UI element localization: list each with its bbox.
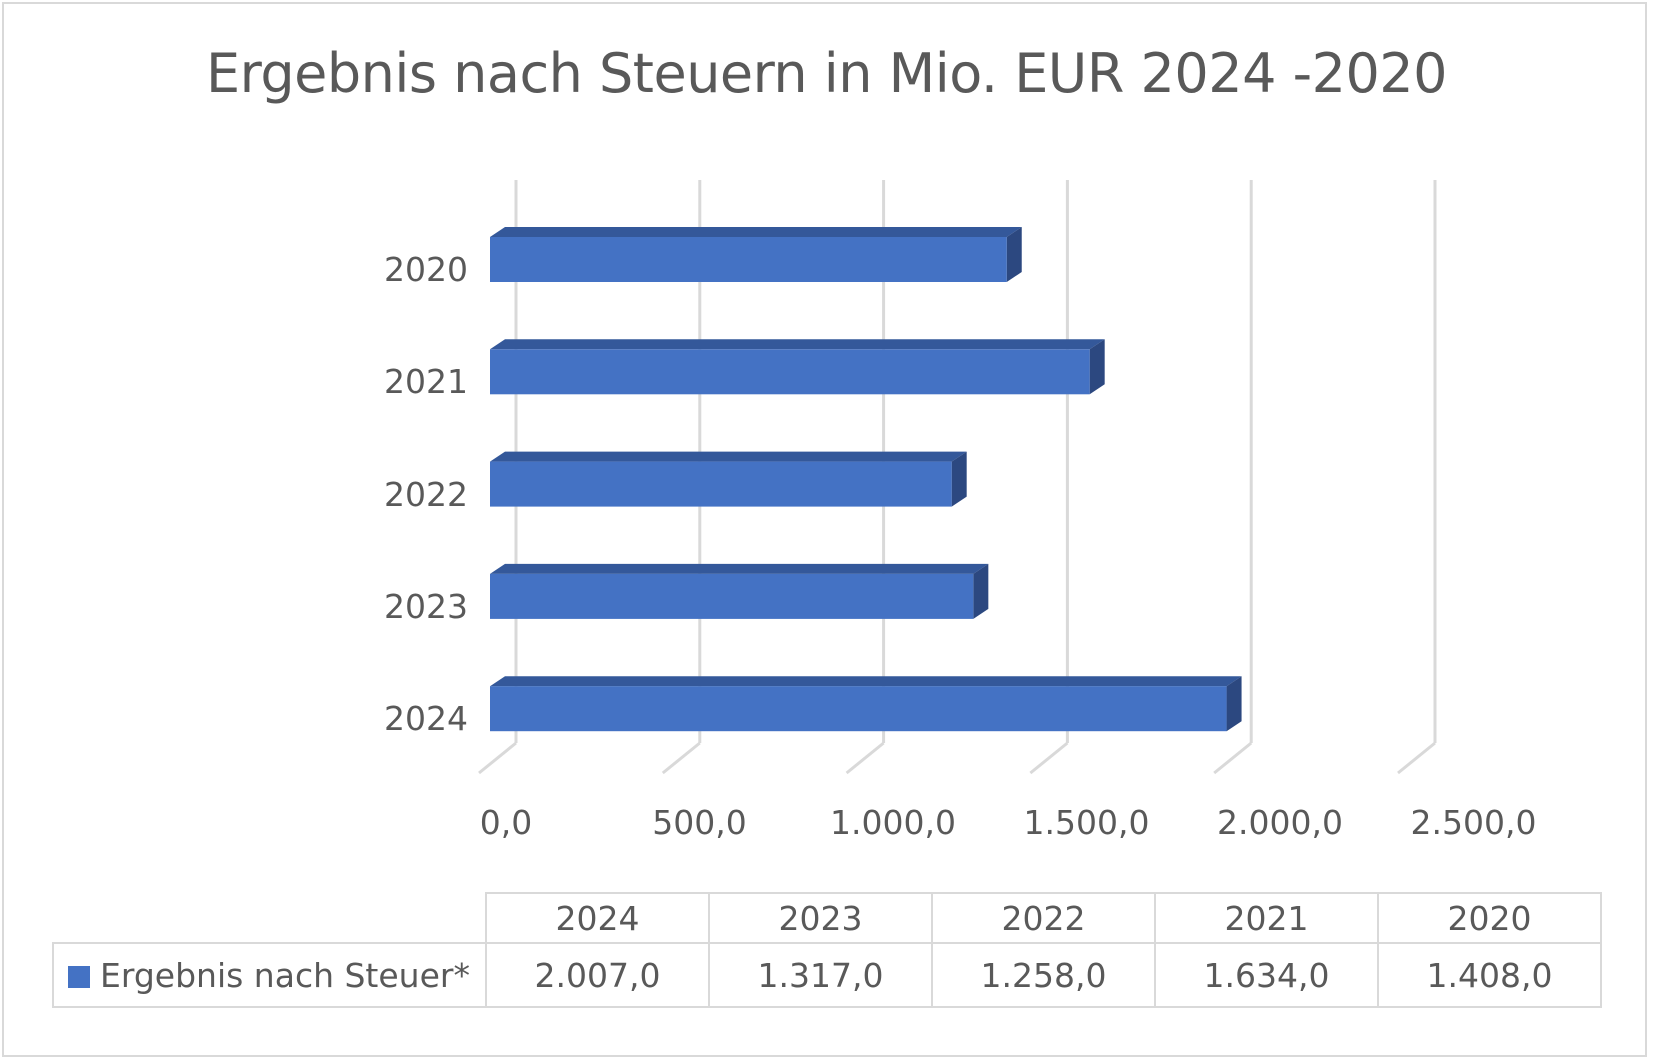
- y-axis-label: 2021: [384, 362, 468, 402]
- x-axis-tick-label: 2.500,0: [1410, 803, 1537, 842]
- series-label: Ergebnis nach Steuer*: [100, 955, 470, 995]
- bar-2024: [490, 686, 1227, 732]
- data-table-header: 2021: [1154, 892, 1379, 944]
- series-label-cell: Ergebnis nach Steuer*: [52, 942, 487, 1008]
- data-table-cell: 1.408,0: [1377, 942, 1602, 1008]
- bar-side-face: [973, 563, 989, 619]
- data-table-cell: 1.258,0: [931, 942, 1156, 1008]
- y-axis-label: 2023: [384, 586, 468, 626]
- y-axis-label: 2022: [384, 474, 468, 514]
- bar-side-face: [1226, 676, 1242, 732]
- data-table-row: Ergebnis nach Steuer* 2.007,0 1.317,0 1.…: [52, 942, 1602, 1008]
- y-axis-label: 2020: [384, 250, 468, 289]
- y-axis-label: 2024: [384, 699, 468, 739]
- x-axis-tick-label: 500,0: [652, 803, 747, 842]
- x-axis-tick-label: 1.000,0: [830, 803, 956, 842]
- bar-2022: [490, 461, 952, 507]
- bar-2020: [490, 237, 1007, 282]
- bar-top-face: [490, 563, 989, 574]
- bar-2023: [490, 573, 974, 619]
- x-axis-tick-label: 2.000,0: [1217, 803, 1343, 842]
- bar-side-face: [951, 451, 967, 507]
- x-axis-tick-label: 0,0: [479, 803, 533, 842]
- data-table-cell: 1.634,0: [1154, 942, 1379, 1008]
- floor-gridline: [845, 741, 885, 775]
- bar-top-face: [490, 339, 1105, 350]
- data-table-header: 2022: [931, 892, 1156, 944]
- legend-key-icon: [68, 966, 90, 988]
- bar-2021: [490, 349, 1090, 395]
- data-table-cell: 1.317,0: [708, 942, 933, 1008]
- bar-top-face: [490, 676, 1242, 687]
- floor-gridline: [1213, 741, 1253, 775]
- data-table-header: 2020: [1377, 892, 1602, 944]
- x-axis-tick-label: 1.500,0: [1023, 803, 1150, 842]
- bar-side-face: [1089, 339, 1105, 395]
- data-table-header: 2023: [708, 892, 933, 944]
- floor-gridline: [478, 741, 517, 775]
- bar-top-face: [490, 451, 967, 462]
- chart-title: Ergebnis nach Steuern in Mio. EUR 2024 -…: [205, 42, 1448, 105]
- data-table: 2024 2023 2022 2021 2020 Ergebnis nach S…: [52, 892, 1602, 1008]
- data-table-header: 2024: [485, 892, 710, 944]
- data-table-cell: 2.007,0: [485, 942, 710, 1008]
- floor-gridline: [1397, 741, 1436, 775]
- floor-gridline: [661, 741, 701, 775]
- bar-top-face: [490, 227, 1022, 237]
- data-table-header-row: 2024 2023 2022 2021 2020: [53, 892, 1602, 944]
- bar-side-face: [1006, 227, 1022, 282]
- floor-gridline: [1029, 741, 1069, 775]
